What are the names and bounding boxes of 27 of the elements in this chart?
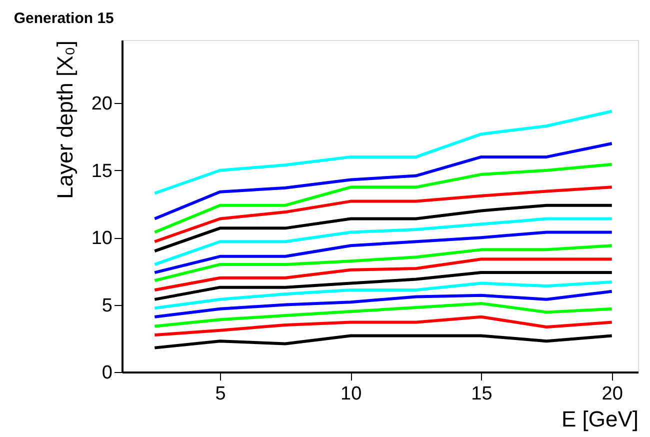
line-series [153, 280, 614, 310]
line-series [153, 334, 614, 350]
line-series [153, 110, 614, 195]
y-tick-label: 15 [91, 160, 112, 182]
line-series [153, 244, 614, 282]
line-series [153, 204, 614, 253]
line-series [153, 258, 614, 292]
y-tick-label: 20 [91, 94, 112, 115]
x-axis-title: E [GeV] [561, 406, 638, 432]
chart-title: Generation 15 [14, 10, 114, 27]
x-tick-label: 5 [215, 384, 226, 404]
x-tick-label: 20 [602, 384, 623, 404]
y-tick-label: 5 [102, 295, 112, 316]
y-axis-title: Layer depth [X₀] [52, 40, 78, 199]
y-tick-label: 0 [102, 362, 112, 384]
line-series [153, 271, 614, 301]
line-series [153, 230, 614, 274]
line-series [153, 315, 614, 337]
line-series [153, 186, 614, 244]
line-series [153, 302, 614, 328]
line-series [153, 290, 614, 318]
x-tick-label: 15 [471, 384, 492, 404]
line-series [153, 142, 614, 220]
line-series [153, 217, 614, 266]
x-tick-label: 10 [340, 384, 362, 404]
line-series [153, 162, 614, 234]
y-tick-label: 10 [91, 228, 112, 250]
